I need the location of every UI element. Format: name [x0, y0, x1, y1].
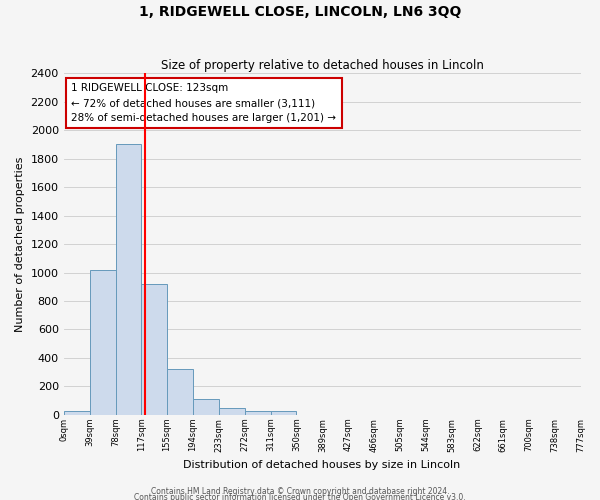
Bar — [218, 408, 245, 415]
Text: Contains public sector information licensed under the Open Government Licence v3: Contains public sector information licen… — [134, 492, 466, 500]
Bar — [142, 284, 167, 415]
X-axis label: Distribution of detached houses by size in Lincoln: Distribution of detached houses by size … — [184, 460, 461, 470]
Y-axis label: Number of detached properties: Number of detached properties — [15, 156, 25, 332]
Bar — [271, 412, 296, 415]
Bar — [116, 144, 142, 415]
Text: 1, RIDGEWELL CLOSE, LINCOLN, LN6 3QQ: 1, RIDGEWELL CLOSE, LINCOLN, LN6 3QQ — [139, 5, 461, 19]
Bar — [245, 412, 271, 415]
Bar — [193, 399, 218, 415]
Bar — [89, 270, 116, 415]
Text: 1 RIDGEWELL CLOSE: 123sqm
← 72% of detached houses are smaller (3,111)
28% of se: 1 RIDGEWELL CLOSE: 123sqm ← 72% of detac… — [71, 84, 337, 123]
Bar — [167, 370, 193, 415]
Title: Size of property relative to detached houses in Lincoln: Size of property relative to detached ho… — [161, 59, 484, 72]
Text: Contains HM Land Registry data © Crown copyright and database right 2024.: Contains HM Land Registry data © Crown c… — [151, 486, 449, 496]
Bar — [64, 412, 89, 415]
